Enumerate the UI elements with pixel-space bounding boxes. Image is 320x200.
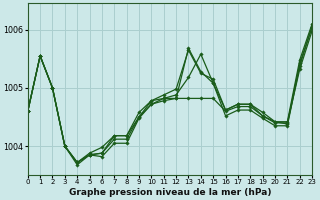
X-axis label: Graphe pression niveau de la mer (hPa): Graphe pression niveau de la mer (hPa) [69,188,271,197]
